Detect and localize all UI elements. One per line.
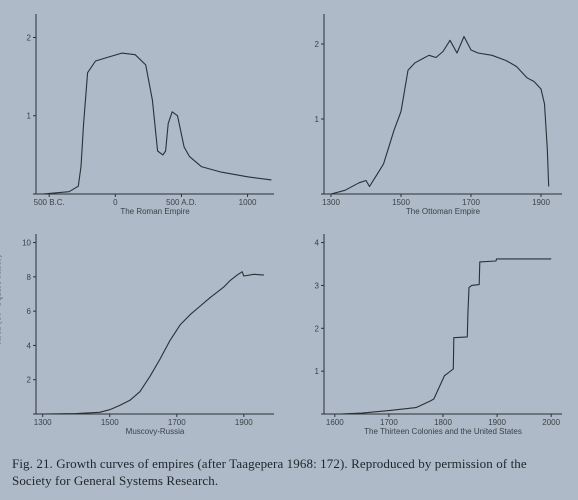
charts-grid: 12500 B.C.0500 A.D.1000The Roman Empire … bbox=[10, 8, 568, 438]
svg-text:1900: 1900 bbox=[235, 418, 253, 427]
svg-text:4: 4 bbox=[27, 341, 32, 350]
svg-text:500 B.C.: 500 B.C. bbox=[34, 198, 65, 207]
svg-text:10: 10 bbox=[22, 239, 31, 248]
chart-usa: 1 2 3 4 1600 1700 1800 1900 2000 The Thirteen Col… bbox=[298, 228, 568, 438]
svg-text:1000: 1000 bbox=[239, 198, 257, 207]
svg-text:4: 4 bbox=[315, 239, 320, 248]
chart-ottoman-svg: 1 2 1300 1500 1700 1900 The Ottoman Empire bbox=[298, 8, 568, 218]
svg-text:8: 8 bbox=[27, 273, 32, 282]
y-axis-side-label: Area (10⁶ Square Miles) bbox=[0, 255, 3, 345]
svg-text:1700: 1700 bbox=[380, 418, 398, 427]
svg-text:The Ottoman Empire: The Ottoman Empire bbox=[406, 207, 481, 216]
svg-text:Muscovy-Russia: Muscovy-Russia bbox=[126, 427, 185, 436]
svg-text:500 A.D.: 500 A.D. bbox=[166, 198, 197, 207]
svg-text:3: 3 bbox=[315, 281, 320, 290]
chart-roman-svg: 1 2 500 B.C. 0 500 A.D. 1000 The Roman Empire bbox=[10, 8, 280, 218]
svg-text:1500: 1500 bbox=[101, 418, 119, 427]
figure-caption: Fig. 21. Growth curves of empires (after… bbox=[12, 455, 566, 490]
svg-text:2: 2 bbox=[27, 376, 32, 385]
figure-page: Area (10⁶ Square Miles) 1 2 500 B.C. 0 500 A… bbox=[0, 0, 578, 500]
chart-muscovy: 2 4 6 8 10 1300 1500 1700 1900 Muscovy-Russia bbox=[10, 228, 280, 438]
svg-text:1300: 1300 bbox=[34, 418, 52, 427]
chart-roman: 1 2 500 B.C. 0 500 A.D. 1000 The Roman Empire bbox=[10, 8, 280, 218]
svg-text:1900: 1900 bbox=[532, 198, 550, 207]
svg-text:2: 2 bbox=[315, 40, 320, 49]
svg-text:1700: 1700 bbox=[462, 198, 480, 207]
svg-text:0: 0 bbox=[113, 198, 118, 207]
svg-text:1900: 1900 bbox=[488, 418, 506, 427]
svg-text:1500: 1500 bbox=[392, 198, 410, 207]
svg-text:1: 1 bbox=[315, 367, 320, 376]
svg-text:1300: 1300 bbox=[322, 198, 340, 207]
chart-muscovy-svg: 2 4 6 8 10 1300 1500 1700 1900 Muscovy-Russia bbox=[10, 228, 280, 438]
svg-text:2: 2 bbox=[315, 324, 320, 333]
svg-text:2000: 2000 bbox=[542, 418, 560, 427]
svg-text:6: 6 bbox=[27, 307, 32, 316]
svg-text:The Roman Empire: The Roman Empire bbox=[120, 207, 190, 216]
svg-text:1: 1 bbox=[27, 112, 32, 121]
svg-text:2: 2 bbox=[27, 33, 32, 42]
chart-ottoman: 1 2 1300 1500 1700 1900 The Ottoman Empire bbox=[298, 8, 568, 218]
chart-usa-svg: 1 2 3 4 1600 1700 1800 1900 2000 The Thirteen Col… bbox=[298, 228, 568, 438]
svg-text:The Thirteen Colonies and the: The Thirteen Colonies and the United Sta… bbox=[364, 427, 522, 436]
svg-text:1600: 1600 bbox=[326, 418, 344, 427]
svg-text:1: 1 bbox=[315, 115, 320, 124]
svg-text:1700: 1700 bbox=[168, 418, 186, 427]
svg-text:1800: 1800 bbox=[434, 418, 452, 427]
